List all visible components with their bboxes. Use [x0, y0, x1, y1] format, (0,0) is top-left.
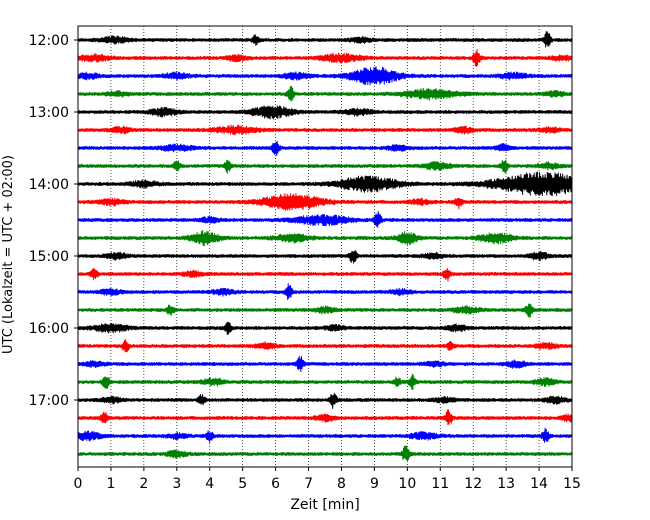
y-tick-label: 15:00	[29, 249, 69, 265]
seismic-trace-17:45	[77, 445, 573, 462]
x-tick-label: 2	[139, 476, 148, 492]
y-axis-label: UTC (Lokalzeit = UTC + 02:00)	[1, 155, 16, 354]
seismic-trace-17:15	[77, 409, 573, 426]
x-axis-ticks: 0 1 2 3 4 5 6 7 8 9 10 11 12 13 14 15	[74, 467, 581, 492]
x-tick-label: 6	[271, 476, 280, 492]
x-tick-label: 13	[497, 476, 515, 492]
seismic-trace-13:15	[77, 124, 573, 136]
seismic-trace-17:00	[77, 392, 573, 410]
seismic-traces	[77, 31, 573, 462]
seismic-trace-16:15	[77, 339, 573, 353]
y-tick-label: 16:00	[29, 321, 69, 337]
y-tick-label: 14:00	[29, 177, 69, 193]
seismic-trace-16:45	[77, 373, 573, 391]
seismic-trace-15:00	[77, 249, 573, 264]
seismic-trace-12:45	[77, 85, 573, 102]
x-tick-label: 4	[205, 476, 214, 492]
seismic-trace-14:45	[77, 229, 573, 247]
y-tick-label: 17:00	[29, 393, 69, 409]
y-tick-label: 12:00	[29, 33, 69, 49]
x-tick-label: 14	[530, 476, 548, 492]
x-tick-label: 3	[172, 476, 181, 492]
seismic-trace-13:45	[77, 159, 573, 175]
x-tick-label: 1	[106, 476, 115, 492]
seismic-trace-12:30	[77, 66, 573, 86]
seismic-trace-13:30	[77, 141, 573, 156]
plot-frame	[77, 25, 573, 468]
seismic-trace-12:15	[77, 48, 573, 67]
seismic-trace-16:00	[77, 321, 573, 336]
seismic-trace-14:30	[77, 210, 573, 228]
x-tick-label: 11	[431, 476, 449, 492]
x-tick-label: 0	[74, 476, 83, 492]
seismic-trace-14:15	[77, 193, 573, 211]
seismic-trace-13:00	[77, 105, 573, 120]
seismic-trace-15:15	[77, 267, 573, 282]
seismic-trace-17:30	[77, 427, 573, 443]
x-tick-label: 12	[464, 476, 482, 492]
x-tick-label: 15	[563, 476, 581, 492]
seismic-trace-12:00	[77, 31, 573, 48]
y-axis-ticks: 12:00 13:00 14:00 15:00 16:00 17:00	[29, 33, 78, 409]
x-axis-label: Zeit [min]	[290, 497, 359, 513]
seismic-trace-15:30	[77, 283, 573, 300]
x-tick-label: 10	[398, 476, 416, 492]
x-tick-label: 7	[304, 476, 313, 492]
seismic-trace-16:30	[77, 355, 573, 373]
x-tick-label: 8	[337, 476, 346, 492]
seismic-trace-14:00	[77, 171, 573, 197]
y-tick-label: 13:00	[29, 105, 69, 121]
x-tick-label: 9	[370, 476, 379, 492]
x-tick-label: 5	[238, 476, 247, 492]
seismic-trace-15:45	[77, 303, 573, 318]
